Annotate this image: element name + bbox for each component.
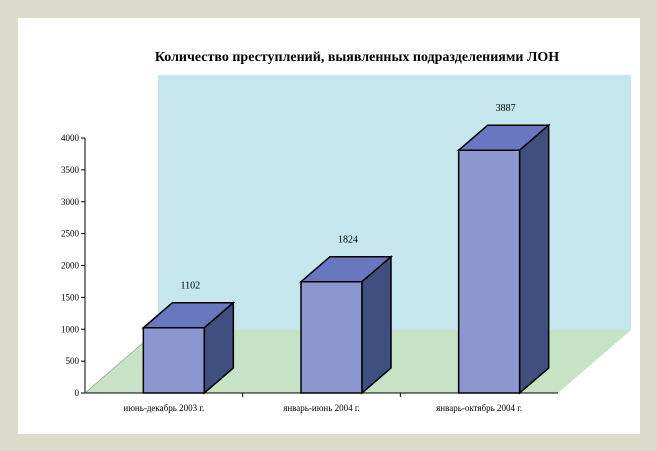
back-wall — [158, 75, 631, 330]
bar-side-face — [203, 301, 235, 395]
chart-frame: Количество преступлений, выявленных подр… — [18, 18, 640, 434]
bar-side-face — [518, 123, 550, 395]
y-tick-label: 1500 — [61, 292, 80, 302]
labels: 1102 июнь-декабрь 2003 г. 1824 январь-июнь … — [123, 103, 522, 413]
x-category-label: январь-октябрь 2004 г. — [436, 403, 522, 413]
bar-front-face — [457, 149, 521, 394]
bar — [456, 123, 551, 395]
bar — [141, 301, 236, 395]
y-tick-label: 3500 — [61, 165, 80, 175]
bar-front-face — [300, 280, 363, 394]
y-tick-label: 1000 — [61, 324, 80, 334]
y-tick-label: 3000 — [61, 197, 80, 207]
y-tick-label: 2500 — [61, 229, 80, 239]
bar-side-face — [361, 255, 392, 395]
bar-value-label: 1102 — [181, 281, 201, 292]
y-tick-label: 4000 — [61, 133, 80, 143]
bar-front-face — [142, 326, 206, 394]
bar-value-label: 1824 — [338, 235, 358, 246]
x-category-label: январь-июнь 2004 г. — [283, 403, 360, 413]
y-tick-label: 2000 — [61, 261, 80, 271]
bar-chart: Количество преступлений, выявленных подр… — [61, 50, 631, 413]
chart-title: Количество преступлений, выявленных подр… — [155, 50, 559, 65]
x-category-label: июнь-декабрь 2003 г. — [123, 403, 204, 413]
bar-value-label: 3887 — [496, 103, 516, 114]
bars — [141, 123, 551, 395]
y-tick-label: 0 — [75, 388, 80, 398]
bar — [298, 255, 394, 395]
y-tick-label: 500 — [66, 356, 80, 366]
